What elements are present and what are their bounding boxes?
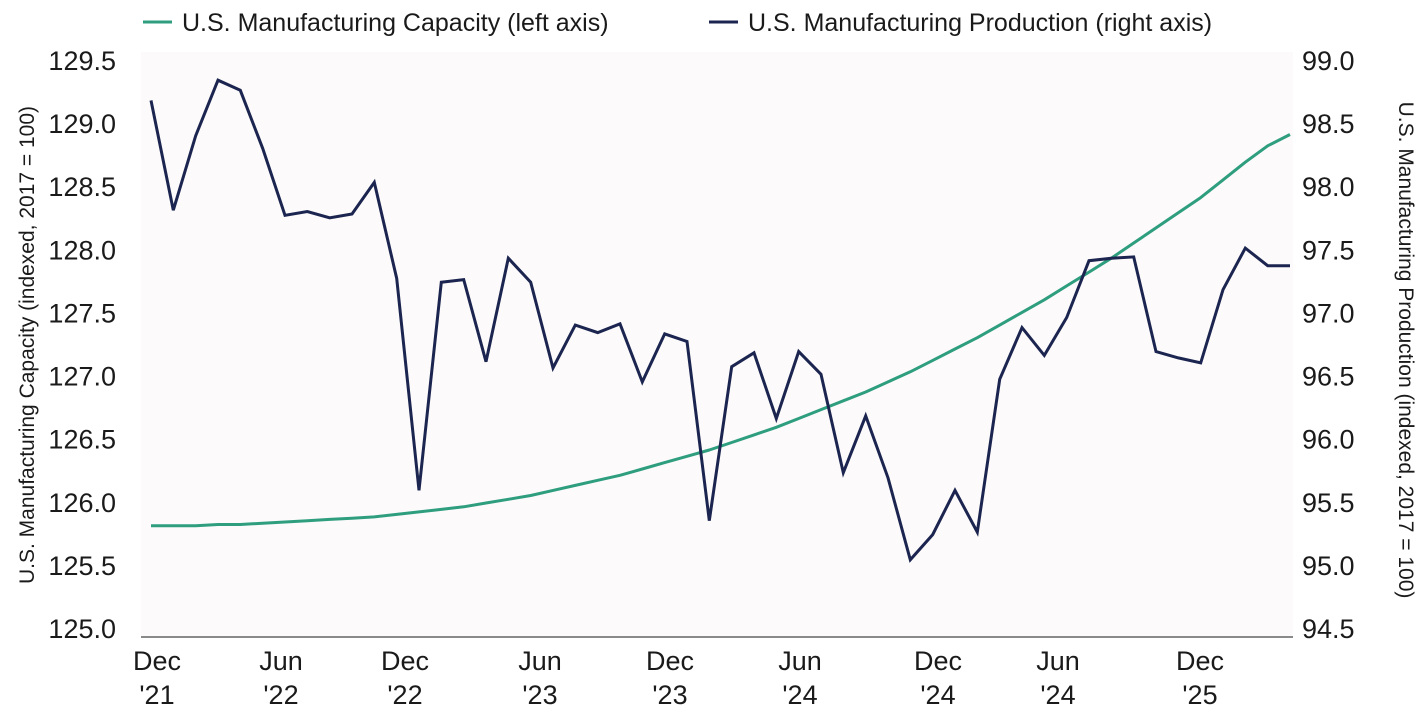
right-tick-label: 94.5 — [1302, 614, 1355, 644]
x-tick-label-year: '25 — [1182, 680, 1217, 710]
left-axis-title: U.S. Manufacturing Capacity (indexed, 20… — [16, 106, 39, 584]
x-axis-ticks: Dec '21 Jun '22 Dec '22 Jun '23 Dec '23 Jun '24 Dec '… — [133, 646, 1224, 710]
x-tick-label-year: '24 — [920, 680, 955, 710]
right-tick-label: 99.0 — [1302, 46, 1355, 76]
plot-background — [141, 52, 1293, 637]
x-tick-label-month: Jun — [1036, 646, 1080, 676]
x-tick-label-year: '23 — [522, 680, 557, 710]
right-axis-ticks: 94.5 95.0 95.5 96.0 96.5 97.0 97.5 98.0 98.5 99.0 — [1302, 46, 1355, 644]
left-tick-label: 129.0 — [48, 109, 116, 139]
x-tick-label-year: '23 — [652, 680, 687, 710]
left-tick-label: 126.0 — [48, 488, 116, 518]
x-tick-label-month: Dec — [646, 646, 694, 676]
x-tick-label-year: '22 — [263, 680, 298, 710]
x-tick-label-year: '24 — [782, 680, 817, 710]
x-tick-label-month: Dec — [1176, 646, 1224, 676]
x-tick-label-month: Jun — [778, 646, 822, 676]
left-tick-label: 128.5 — [48, 172, 116, 202]
legend-label-capacity: U.S. Manufacturing Capacity (left axis) — [182, 9, 609, 37]
left-tick-label: 128.0 — [48, 235, 116, 265]
x-tick-label-year: '24 — [1040, 680, 1075, 710]
left-tick-label: 127.5 — [48, 298, 116, 328]
x-tick-label-year: '21 — [139, 680, 174, 710]
series-line-production — [149, 78, 1290, 563]
right-tick-label: 95.0 — [1302, 551, 1355, 581]
right-tick-label: 98.5 — [1302, 109, 1355, 139]
left-tick-label: 126.5 — [48, 425, 116, 455]
right-tick-label: 96.0 — [1302, 425, 1355, 455]
x-tick-label-month: Jun — [259, 646, 303, 676]
x-tick-label-month: Dec — [133, 646, 181, 676]
x-tick-label-month: Jun — [518, 646, 562, 676]
data-points — [150, 80, 1291, 560]
left-tick-label: 127.0 — [48, 362, 116, 392]
legend-label-production: U.S. Manufacturing Production (right axi… — [748, 9, 1212, 37]
left-tick-label: 125.0 — [48, 614, 116, 644]
left-tick-label: 125.5 — [48, 551, 116, 581]
right-tick-label: 98.0 — [1302, 172, 1355, 202]
left-tick-label: 129.5 — [48, 46, 116, 76]
right-tick-label: 96.5 — [1302, 362, 1355, 392]
legend: U.S. Manufacturing Capacity (left axis) … — [143, 9, 1212, 37]
x-tick-label-month: Dec — [381, 646, 429, 676]
x-tick-label-month: Dec — [914, 646, 962, 676]
x-tick-label-year: '22 — [387, 680, 422, 710]
right-tick-label: 97.5 — [1302, 235, 1355, 265]
right-tick-label: 95.5 — [1302, 488, 1355, 518]
left-axis-ticks: 125.0 125.5 126.0 126.5 127.0 127.5 128.0 128.5… — [48, 46, 116, 644]
right-tick-label: 97.0 — [1302, 298, 1355, 328]
right-axis-title: U.S. Manufacturing Production (indexed, … — [1394, 102, 1417, 599]
